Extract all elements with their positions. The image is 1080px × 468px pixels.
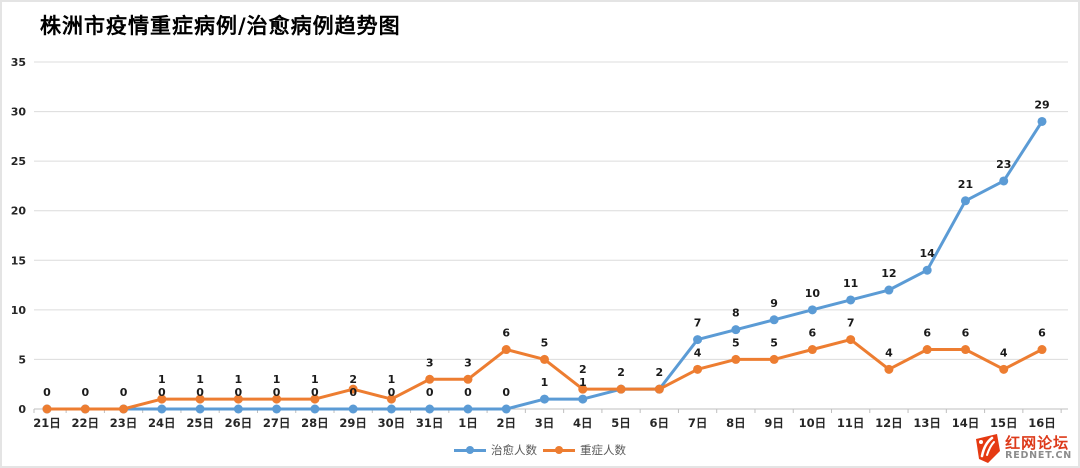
svg-text:35: 35 — [11, 56, 26, 69]
svg-text:0: 0 — [388, 386, 396, 399]
legend-item-severe: 重症人数 — [543, 442, 626, 458]
svg-text:5: 5 — [541, 336, 549, 349]
svg-text:9: 9 — [770, 297, 778, 310]
svg-text:1: 1 — [311, 373, 319, 386]
svg-text:1: 1 — [388, 373, 396, 386]
legend-item-cured: 治愈人数 — [454, 442, 537, 458]
svg-text:30: 30 — [11, 106, 27, 119]
svg-text:5: 5 — [770, 336, 778, 349]
svg-text:1日: 1日 — [458, 416, 478, 430]
svg-text:10日: 10日 — [799, 416, 827, 430]
svg-text:12: 12 — [881, 267, 896, 280]
svg-text:10: 10 — [11, 304, 27, 317]
svg-text:27日: 27日 — [263, 416, 291, 430]
svg-text:0: 0 — [349, 386, 357, 399]
svg-text:8日: 8日 — [726, 416, 746, 430]
svg-text:0: 0 — [18, 403, 26, 416]
svg-text:15日: 15日 — [990, 416, 1018, 430]
svg-text:3: 3 — [426, 356, 434, 369]
svg-text:0: 0 — [426, 386, 434, 399]
svg-text:14: 14 — [920, 247, 936, 260]
svg-text:1: 1 — [541, 376, 549, 389]
svg-text:31日: 31日 — [416, 416, 444, 430]
svg-text:2: 2 — [579, 363, 587, 376]
svg-text:11日: 11日 — [837, 416, 865, 430]
svg-text:10: 10 — [805, 287, 821, 300]
svg-text:0: 0 — [235, 386, 243, 399]
svg-text:23: 23 — [996, 158, 1011, 171]
svg-text:22日: 22日 — [72, 416, 100, 430]
chart-title: 株洲市疫情重症病例/治愈病例趋势图 — [40, 14, 401, 38]
svg-text:6: 6 — [1038, 327, 1046, 340]
svg-text:3日: 3日 — [535, 416, 555, 430]
svg-text:1: 1 — [196, 373, 204, 386]
rednet-logo-icon — [976, 434, 1001, 463]
svg-text:0: 0 — [502, 386, 510, 399]
svg-text:7: 7 — [694, 317, 702, 330]
svg-text:0: 0 — [464, 386, 472, 399]
svg-text:26日: 26日 — [225, 416, 253, 430]
svg-text:2: 2 — [349, 373, 357, 386]
watermark-domain: REDNET.CN — [1005, 450, 1072, 462]
svg-text:0: 0 — [43, 386, 51, 399]
svg-text:0: 0 — [120, 386, 128, 399]
svg-text:29日: 29日 — [339, 416, 367, 430]
svg-text:6日: 6日 — [650, 416, 670, 430]
chart-legend: 治愈人数 重症人数 — [2, 442, 1078, 458]
svg-text:16日: 16日 — [1028, 416, 1056, 430]
svg-text:0: 0 — [81, 386, 89, 399]
svg-text:5: 5 — [732, 336, 740, 349]
svg-text:11: 11 — [843, 277, 858, 290]
svg-text:1: 1 — [273, 373, 281, 386]
svg-text:9日: 9日 — [764, 416, 784, 430]
legend-label-cured: 治愈人数 — [491, 443, 537, 457]
svg-text:5: 5 — [18, 353, 26, 366]
svg-text:7: 7 — [847, 317, 855, 330]
svg-text:4日: 4日 — [573, 416, 593, 430]
svg-text:21: 21 — [958, 178, 973, 191]
svg-text:7日: 7日 — [688, 416, 708, 430]
svg-text:14日: 14日 — [952, 416, 980, 430]
svg-text:1: 1 — [579, 376, 587, 389]
svg-text:13日: 13日 — [913, 416, 941, 430]
svg-text:25日: 25日 — [186, 416, 214, 430]
svg-text:6: 6 — [962, 327, 970, 340]
svg-text:1: 1 — [158, 373, 166, 386]
svg-text:4: 4 — [885, 346, 893, 359]
svg-text:30日: 30日 — [378, 416, 406, 430]
svg-text:25: 25 — [11, 155, 26, 168]
svg-text:12日: 12日 — [875, 416, 903, 430]
svg-text:20: 20 — [11, 205, 27, 218]
rednet-watermark: 红网论坛 REDNET.CN — [973, 432, 1072, 464]
svg-text:1: 1 — [235, 373, 243, 386]
svg-text:0: 0 — [158, 386, 166, 399]
svg-text:24日: 24日 — [148, 416, 176, 430]
svg-text:21日: 21日 — [33, 416, 61, 430]
svg-text:0: 0 — [196, 386, 204, 399]
svg-text:23日: 23日 — [110, 416, 138, 430]
cured-line-marker-icon — [454, 446, 486, 454]
svg-text:0: 0 — [273, 386, 281, 399]
svg-text:6: 6 — [502, 327, 510, 340]
svg-text:6: 6 — [923, 327, 931, 340]
svg-text:4: 4 — [694, 346, 702, 359]
svg-text:2: 2 — [655, 366, 663, 379]
severe-line-marker-icon — [543, 446, 575, 454]
svg-text:28日: 28日 — [301, 416, 329, 430]
svg-text:8: 8 — [732, 307, 740, 320]
svg-text:2: 2 — [617, 366, 625, 379]
svg-text:29: 29 — [1034, 98, 1049, 111]
svg-text:0: 0 — [311, 386, 319, 399]
svg-text:2日: 2日 — [496, 416, 516, 430]
svg-text:3: 3 — [464, 356, 472, 369]
svg-text:4: 4 — [1000, 346, 1008, 359]
legend-label-severe: 重症人数 — [580, 443, 626, 457]
watermark-name: 红网论坛 — [1005, 433, 1070, 452]
svg-text:15: 15 — [11, 254, 26, 267]
svg-text:6: 6 — [809, 327, 817, 340]
svg-text:5日: 5日 — [611, 416, 631, 430]
